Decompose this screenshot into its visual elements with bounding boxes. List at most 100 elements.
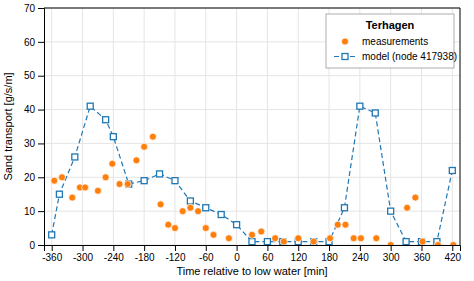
- chart: -360-300-240-180-120-6006012018024030036…: [0, 0, 474, 281]
- tick-mark: [237, 245, 238, 251]
- tick-label: 50: [24, 70, 36, 81]
- point: [218, 212, 224, 218]
- grid-line: [174, 8, 175, 245]
- tick-label: 20: [24, 172, 36, 183]
- point: [203, 205, 209, 211]
- point: [404, 204, 411, 211]
- tick-mark: [298, 245, 299, 251]
- axis-line: [45, 246, 461, 252]
- point: [69, 194, 76, 201]
- grid-line: [51, 8, 52, 245]
- point: [449, 168, 455, 174]
- tick-label: 70: [24, 3, 36, 14]
- tick-label: 10: [24, 206, 36, 217]
- tick: 30: [24, 138, 44, 149]
- point: [419, 238, 426, 245]
- tick-mark: [206, 245, 207, 251]
- grid: [44, 8, 460, 245]
- tick-label: 40: [24, 104, 36, 115]
- point: [249, 239, 255, 245]
- tick-label: 60: [262, 252, 274, 263]
- tick: 360: [414, 245, 431, 263]
- tick-label: 360: [414, 252, 431, 263]
- tick: 60: [262, 245, 274, 263]
- point: [387, 242, 394, 246]
- plot: -360-300-240-180-120-6006012018024030036…: [24, 3, 462, 263]
- x-axis: -360-300-240-180-120-6006012018024030036…: [42, 245, 461, 263]
- grid-line: [44, 143, 460, 144]
- legend-label: measurements: [362, 36, 428, 47]
- point: [350, 235, 357, 242]
- point: [157, 171, 163, 177]
- point: [102, 174, 109, 181]
- point: [310, 238, 317, 245]
- marks: [49, 103, 457, 245]
- point: [110, 134, 116, 140]
- point: [372, 110, 378, 116]
- tick: 0: [29, 240, 44, 251]
- frame: [460, 8, 461, 245]
- tick-label: -360: [42, 252, 62, 263]
- tick-mark: [38, 76, 44, 77]
- tick: 120: [290, 245, 307, 263]
- tick: -60: [199, 245, 214, 263]
- point: [49, 232, 55, 238]
- point: [94, 187, 101, 194]
- point: [109, 160, 116, 167]
- point: [51, 177, 58, 184]
- point: [272, 235, 279, 242]
- point: [403, 239, 409, 245]
- tick-mark: [83, 245, 84, 251]
- tick-mark: [360, 245, 361, 251]
- tick-label: -120: [165, 252, 185, 263]
- point: [124, 181, 131, 188]
- point: [58, 174, 65, 181]
- tick-label: -180: [135, 252, 155, 263]
- point: [280, 238, 287, 245]
- point: [103, 117, 109, 123]
- tick-mark: [38, 245, 44, 246]
- tick: -300: [73, 245, 93, 263]
- tick-mark: [452, 245, 453, 251]
- tick: 40: [24, 104, 44, 115]
- point: [210, 231, 217, 238]
- legend-entry: measurements: [342, 36, 429, 47]
- tick-mark: [38, 42, 44, 43]
- point: [342, 221, 349, 228]
- point: [434, 242, 441, 246]
- tick: 10: [24, 206, 44, 217]
- tick-label: -60: [199, 252, 214, 263]
- series: [49, 103, 456, 244]
- tick-label: 0: [29, 240, 35, 251]
- point: [412, 194, 419, 201]
- y-axis: 010203040506070: [24, 3, 45, 251]
- tick-label: 420: [444, 252, 461, 263]
- x-axis-title: Time relative to low water [min]: [176, 265, 327, 277]
- tick: 70: [24, 3, 44, 14]
- y-axis-title: Sand transport [g/s/m]: [2, 72, 14, 180]
- point: [82, 184, 89, 191]
- grid-line: [236, 8, 237, 245]
- point: [249, 231, 256, 238]
- point: [311, 239, 317, 245]
- point: [334, 221, 341, 228]
- point: [373, 235, 380, 242]
- tick: -240: [104, 245, 124, 263]
- point: [295, 235, 302, 242]
- tick-label: 240: [352, 252, 369, 263]
- point: [72, 154, 78, 160]
- tick-label: -240: [104, 252, 124, 263]
- point: [179, 208, 186, 215]
- point: [450, 242, 457, 246]
- point: [141, 143, 148, 150]
- tick-mark: [38, 110, 44, 111]
- tick-mark: [38, 211, 44, 212]
- grid-line: [113, 8, 114, 245]
- tick-label: 180: [321, 252, 338, 263]
- tick-mark: [391, 245, 392, 251]
- point: [187, 198, 193, 204]
- line: [52, 106, 453, 241]
- point: [225, 235, 232, 242]
- point: [157, 201, 164, 208]
- grid-line: [82, 8, 83, 245]
